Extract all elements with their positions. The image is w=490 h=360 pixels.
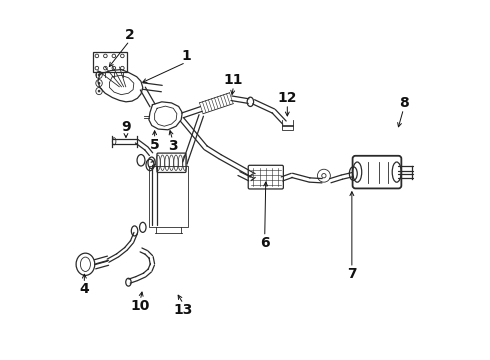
Ellipse shape	[98, 74, 100, 76]
Text: 10: 10	[131, 299, 150, 313]
Text: 6: 6	[260, 236, 270, 250]
Ellipse shape	[98, 82, 100, 84]
Ellipse shape	[98, 90, 100, 92]
Bar	[149, 166, 188, 227]
Text: 3: 3	[168, 139, 177, 153]
Text: 5: 5	[150, 138, 160, 152]
Text: 2: 2	[124, 28, 134, 42]
Text: 4: 4	[79, 282, 89, 296]
Bar	[93, 51, 126, 72]
Text: 9: 9	[121, 120, 131, 134]
Text: 11: 11	[224, 73, 243, 87]
Text: 8: 8	[399, 96, 408, 110]
Text: 12: 12	[277, 91, 297, 105]
Text: 13: 13	[173, 303, 193, 317]
Bar	[282, 126, 293, 130]
Text: 7: 7	[347, 267, 357, 281]
Text: 1: 1	[181, 49, 191, 63]
